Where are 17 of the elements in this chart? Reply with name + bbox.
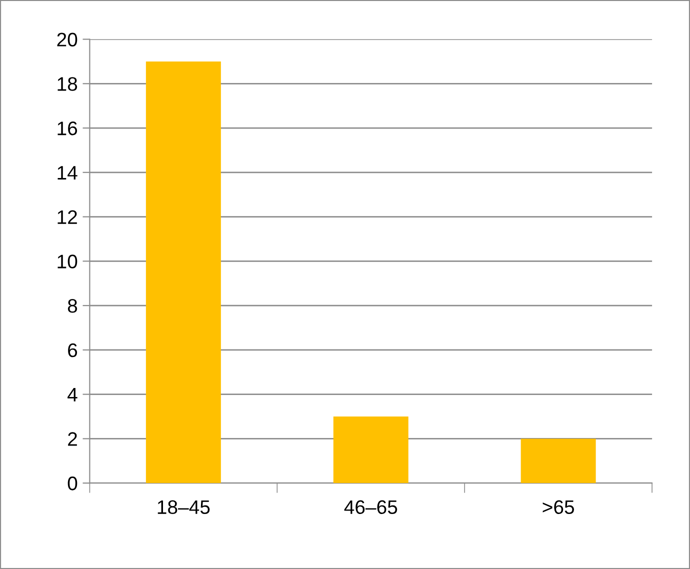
- x-tick-label: 18–45: [158, 500, 210, 514]
- y-tick-label: 14: [58, 166, 78, 180]
- y-tick-label: 8: [68, 299, 78, 313]
- bar: [146, 61, 221, 484]
- y-tick-label: 12: [58, 210, 77, 224]
- y-tick-label: 20: [57, 32, 78, 46]
- bar: [520, 438, 596, 484]
- bar: [333, 416, 408, 484]
- y-tick-label: 10: [58, 254, 78, 268]
- y-tick-label: 2: [68, 432, 77, 446]
- x-tick-label: >65: [542, 500, 574, 514]
- y-tick-label: 4: [68, 388, 78, 402]
- y-tick-label: 0: [68, 476, 78, 490]
- y-tick-label: 16: [58, 121, 78, 136]
- y-tick-label: 18: [58, 77, 78, 91]
- x-tick-label: 46–65: [344, 500, 398, 514]
- y-tick-label: 6: [68, 343, 78, 358]
